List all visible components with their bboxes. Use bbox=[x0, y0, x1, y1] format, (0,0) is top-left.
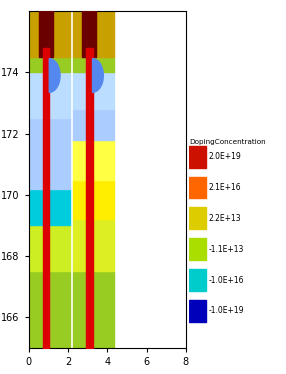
Text: -1.0E+19: -1.0E+19 bbox=[208, 306, 244, 315]
Text: -1.0E+16: -1.0E+16 bbox=[208, 276, 244, 285]
Bar bbox=[189, 300, 206, 322]
Polygon shape bbox=[92, 59, 103, 92]
Text: -1.1E+13: -1.1E+13 bbox=[208, 245, 244, 254]
Bar bbox=[189, 269, 206, 291]
Polygon shape bbox=[49, 59, 60, 92]
Text: 2.1E+16: 2.1E+16 bbox=[208, 183, 241, 192]
Bar bbox=[189, 146, 206, 168]
Text: 2.2E+13: 2.2E+13 bbox=[208, 214, 241, 223]
Bar bbox=[189, 208, 206, 229]
Text: DopingConcentration: DopingConcentration bbox=[189, 139, 265, 145]
Text: 2.0E+19: 2.0E+19 bbox=[208, 152, 241, 161]
Bar bbox=[189, 238, 206, 260]
Bar bbox=[189, 177, 206, 198]
